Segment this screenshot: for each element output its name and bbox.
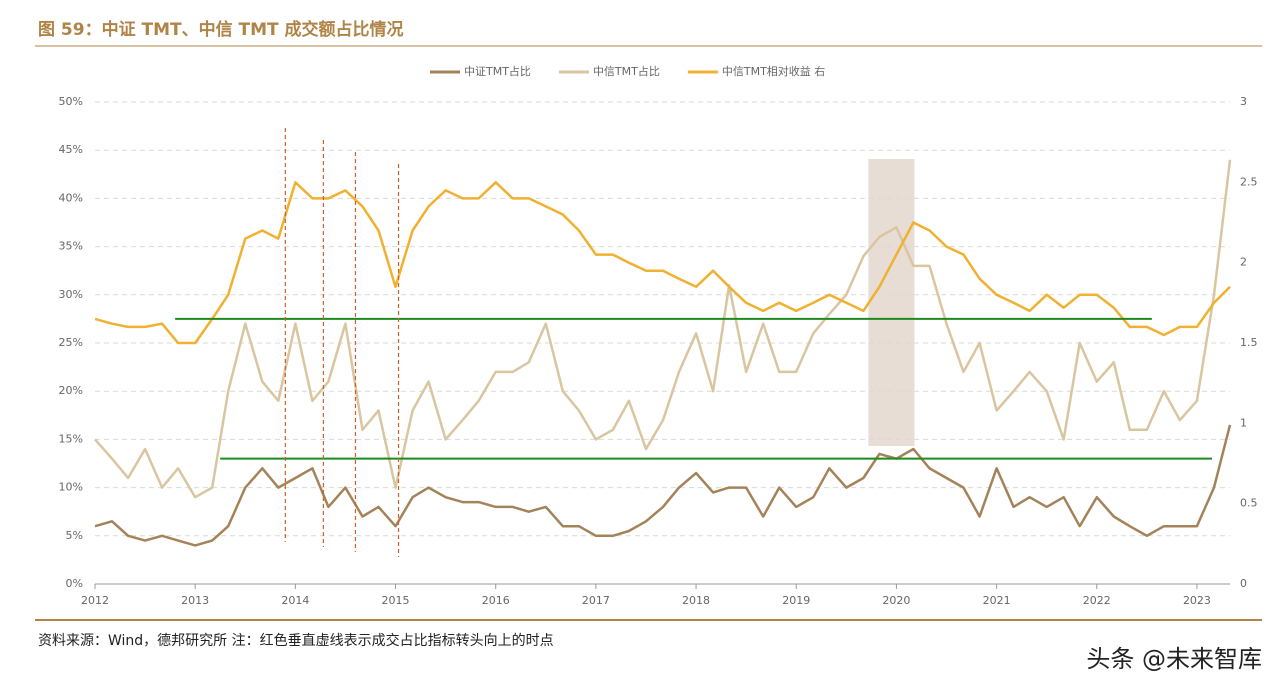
legend-label: 中证TMT占比 xyxy=(464,64,531,78)
source-note: 资料来源：Wind，德邦研究所 注：红色垂直虚线表示成交占比指标转头向上的时点 xyxy=(38,632,554,649)
y-tick-label: 20% xyxy=(59,384,83,397)
y-tick-label: 5% xyxy=(66,529,83,542)
y-tick-label: 30% xyxy=(59,288,83,301)
y-tick-label: 50% xyxy=(59,95,83,108)
legend-label: 中信TMT相对收益 右 xyxy=(722,64,825,78)
y-tick-label: 40% xyxy=(59,191,83,204)
x-tick-label: 2012 xyxy=(81,594,109,607)
x-tick-label: 2013 xyxy=(181,594,209,607)
y2-tick-label: 2 xyxy=(1240,256,1247,269)
y-tick-label: 0% xyxy=(66,577,83,590)
y-tick-label: 25% xyxy=(59,336,83,349)
x-tick-label: 2014 xyxy=(281,594,309,607)
x-tick-label: 2023 xyxy=(1183,594,1211,607)
y-tick-label: 45% xyxy=(59,143,83,156)
x-tick-label: 2022 xyxy=(1083,594,1111,607)
y2-tick-label: 0.5 xyxy=(1240,497,1258,510)
y2-tick-label: 1.5 xyxy=(1240,336,1258,349)
y-tick-label: 15% xyxy=(59,432,83,445)
legend-label: 中信TMT占比 xyxy=(593,64,660,78)
x-tick-label: 2016 xyxy=(482,594,510,607)
series-line xyxy=(94,424,1232,547)
y2-tick-label: 2.5 xyxy=(1240,175,1258,188)
x-tick-label: 2020 xyxy=(882,594,910,607)
series-line xyxy=(94,181,1231,345)
watermark: 头条 @未来智库 xyxy=(1086,645,1262,673)
x-tick-label: 2021 xyxy=(983,594,1011,607)
x-tick-label: 2015 xyxy=(382,594,410,607)
x-tick-label: 2017 xyxy=(582,594,610,607)
chart-title: 图 59：中证 TMT、中信 TMT 成交额占比情况 xyxy=(38,19,404,40)
y-tick-label: 10% xyxy=(59,481,83,494)
y2-tick-label: 1 xyxy=(1240,416,1247,429)
y2-tick-label: 0 xyxy=(1240,577,1247,590)
x-tick-label: 2019 xyxy=(782,594,810,607)
y-tick-label: 35% xyxy=(59,240,83,253)
series-line xyxy=(94,159,1232,499)
x-tick-label: 2018 xyxy=(682,594,710,607)
y2-tick-label: 3 xyxy=(1240,95,1247,108)
shaded-region xyxy=(868,159,915,446)
